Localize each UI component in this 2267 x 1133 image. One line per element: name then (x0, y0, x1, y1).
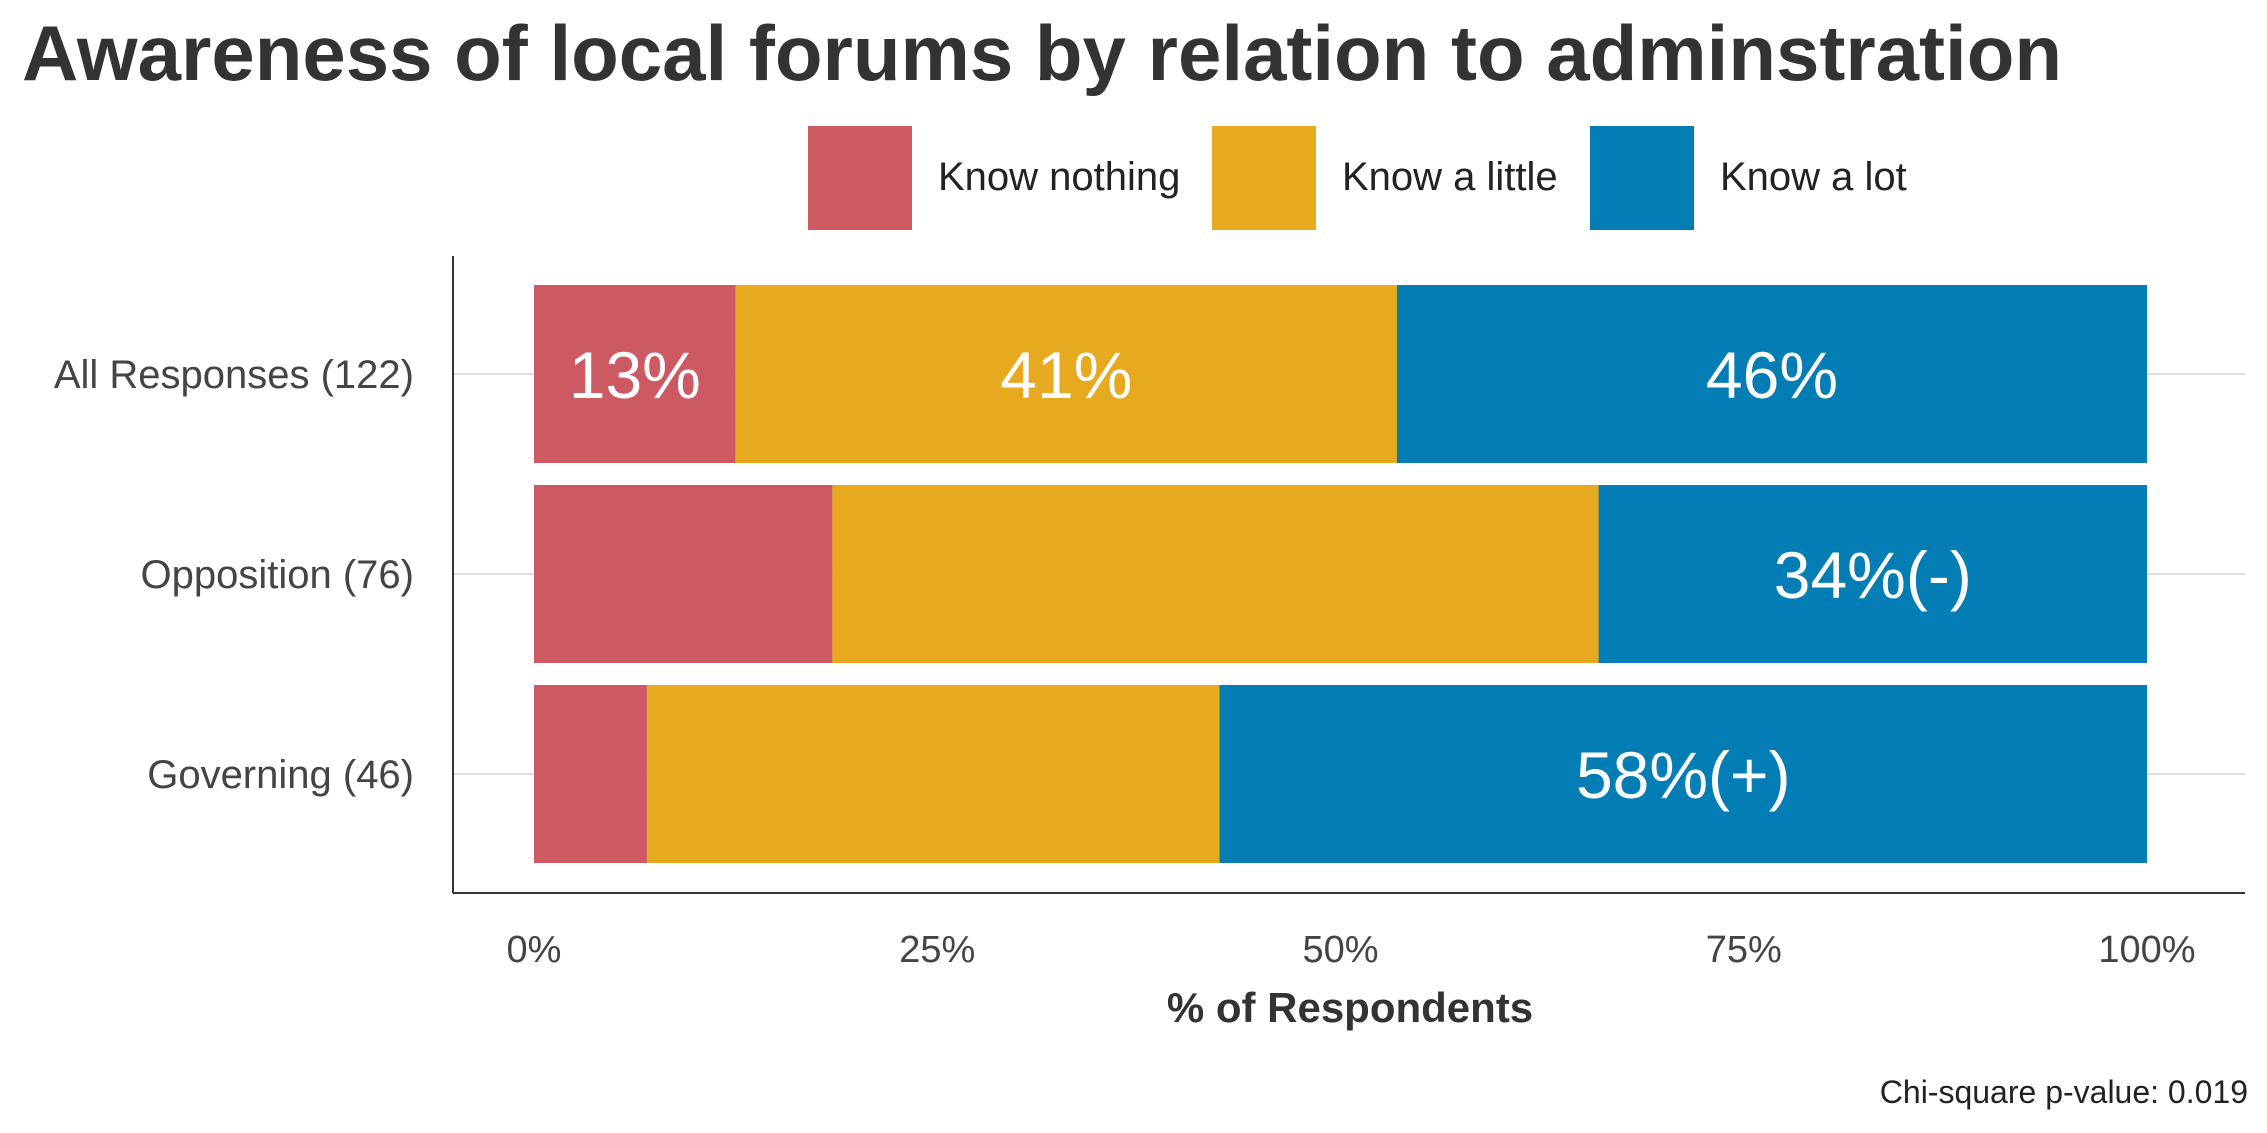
x-tick-label: 50% (1302, 929, 1378, 971)
x-tick-label: 0% (507, 929, 562, 971)
category-labels: All Responses (122) Opposition (76) Govern… (54, 353, 414, 797)
x-tick-labels: 0% 25% 50% 75% 100% (507, 929, 2196, 971)
data-label: 41% (1000, 338, 1132, 412)
data-label: 34%(-) (1774, 538, 1972, 612)
category-label: All Responses (122) (54, 353, 414, 397)
data-label: 58%(+) (1576, 738, 1791, 812)
bar-segment (534, 285, 736, 463)
bar-segment (534, 685, 647, 863)
legend-swatch (1590, 126, 1694, 230)
legend-swatch (808, 126, 912, 230)
x-tick-label: 25% (899, 929, 975, 971)
bars: 13% 41% 46% 34%(-) 58%(+) (534, 285, 2147, 863)
bar-segment (1598, 485, 2147, 663)
bar-segment (1219, 685, 2147, 863)
x-tick-label: 75% (1706, 929, 1782, 971)
chart-title: Awareness of local forums by relation to… (22, 9, 2062, 97)
bar-segment (534, 485, 833, 663)
x-axis-title: % of Respondents (1167, 984, 1533, 1031)
bar-segment (735, 285, 1397, 463)
data-label: 13% (569, 338, 701, 412)
bar-segment (832, 485, 1599, 663)
legend-label: Know a little (1342, 155, 1558, 199)
category-label: Opposition (76) (141, 553, 414, 597)
legend-label: Know a lot (1720, 155, 1907, 199)
bar-segment (646, 685, 1220, 863)
chi-square-note: Chi-square p-value: 0.019 (1880, 1074, 2248, 1110)
bar-segment (1396, 285, 2147, 463)
axes (452, 256, 2245, 894)
category-label: Governing (46) (147, 753, 414, 797)
legend: Know nothing Know a little Know a lot (808, 126, 1907, 230)
legend-swatch (1212, 126, 1316, 230)
data-label: 46% (1706, 338, 1838, 412)
legend-label: Know nothing (938, 155, 1180, 199)
x-tick-label: 100% (2098, 929, 2195, 971)
